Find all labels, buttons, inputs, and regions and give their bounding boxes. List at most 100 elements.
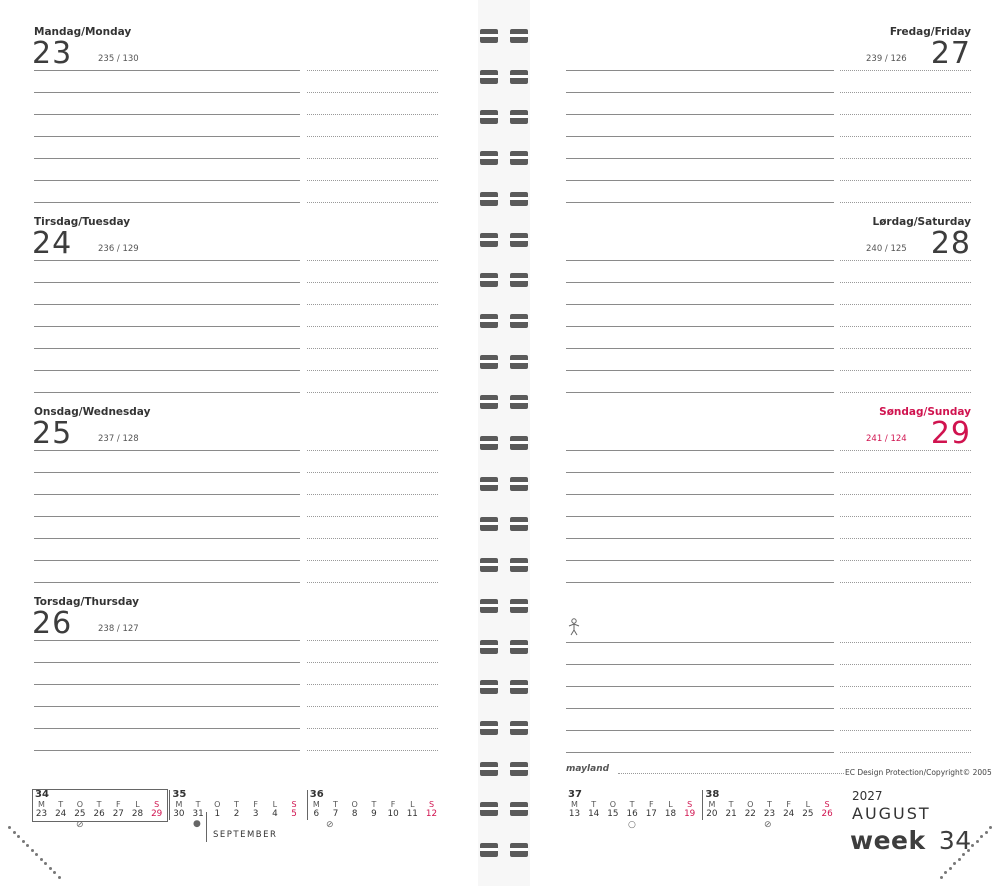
date-cell[interactable]: 15	[607, 809, 619, 819]
writing-line[interactable]	[34, 70, 300, 71]
date-cell[interactable]: 26	[93, 809, 105, 819]
date-cell[interactable]: 18	[664, 809, 677, 819]
writing-line[interactable]	[34, 516, 300, 517]
note-line[interactable]	[840, 708, 971, 709]
note-line[interactable]	[840, 582, 971, 583]
note-line[interactable]	[840, 494, 971, 495]
note-line[interactable]	[840, 472, 971, 473]
note-line[interactable]	[840, 560, 971, 561]
writing-line[interactable]	[566, 348, 834, 349]
date-cell[interactable]: 31	[192, 809, 204, 819]
writing-line[interactable]	[34, 640, 300, 641]
writing-line[interactable]	[566, 260, 834, 261]
writing-line[interactable]	[566, 158, 834, 159]
date-cell[interactable]: 17	[645, 809, 657, 819]
note-line[interactable]	[840, 450, 971, 451]
writing-line[interactable]	[566, 686, 834, 687]
date-cell[interactable]: 21	[725, 809, 737, 819]
writing-line[interactable]	[566, 642, 834, 643]
note-line[interactable]	[307, 472, 438, 473]
writing-line[interactable]	[34, 450, 300, 451]
date-cell[interactable]: 26	[821, 809, 833, 819]
writing-line[interactable]	[566, 472, 834, 473]
date-cell[interactable]: 13	[568, 809, 581, 819]
writing-line[interactable]	[34, 560, 300, 561]
note-line[interactable]	[840, 180, 971, 181]
date-cell[interactable]: 28	[131, 809, 144, 819]
writing-line[interactable]	[566, 282, 834, 283]
note-line[interactable]	[840, 516, 971, 517]
note-line[interactable]	[840, 392, 971, 393]
date-cell[interactable]: 14	[588, 809, 600, 819]
date-cell[interactable]: 5	[291, 809, 297, 819]
date-cell[interactable]: 7	[332, 809, 339, 819]
date-cell[interactable]: 20	[706, 809, 718, 819]
note-line[interactable]	[307, 560, 438, 561]
writing-line[interactable]	[566, 752, 834, 753]
note-line[interactable]	[307, 70, 438, 71]
writing-line[interactable]	[34, 392, 300, 393]
note-line[interactable]	[840, 326, 971, 327]
note-line[interactable]	[840, 260, 971, 261]
date-cell[interactable]: 22	[744, 809, 756, 819]
note-line[interactable]	[840, 114, 971, 115]
writing-line[interactable]	[34, 494, 300, 495]
note-line[interactable]	[840, 664, 971, 665]
note-line[interactable]	[307, 538, 438, 539]
date-cell[interactable]: 4	[272, 809, 278, 819]
note-line[interactable]	[840, 370, 971, 371]
writing-line[interactable]	[34, 706, 300, 707]
writing-line[interactable]	[566, 114, 834, 115]
writing-line[interactable]	[34, 348, 300, 349]
date-cell[interactable]: 23	[35, 809, 48, 819]
note-line[interactable]	[307, 136, 438, 137]
date-cell[interactable]: 10	[387, 809, 399, 819]
date-cell[interactable]: 24	[783, 809, 795, 819]
writing-line[interactable]	[34, 304, 300, 305]
note-line[interactable]	[840, 158, 971, 159]
note-line[interactable]	[307, 706, 438, 707]
date-cell[interactable]: 25	[802, 809, 814, 819]
note-line[interactable]	[307, 684, 438, 685]
writing-line[interactable]	[566, 582, 834, 583]
note-line[interactable]	[840, 282, 971, 283]
date-cell[interactable]: 19	[684, 809, 696, 819]
date-cell[interactable]: 1	[214, 809, 221, 819]
writing-line[interactable]	[566, 538, 834, 539]
note-line[interactable]	[840, 686, 971, 687]
writing-line[interactable]	[34, 136, 300, 137]
note-line[interactable]	[307, 494, 438, 495]
writing-line[interactable]	[566, 708, 834, 709]
writing-line[interactable]	[34, 662, 300, 663]
note-line[interactable]	[307, 158, 438, 159]
note-line[interactable]	[307, 582, 438, 583]
date-cell[interactable]: 27	[112, 809, 124, 819]
writing-line[interactable]	[566, 516, 834, 517]
writing-line[interactable]	[34, 472, 300, 473]
writing-line[interactable]	[566, 70, 834, 71]
writing-line[interactable]	[34, 202, 300, 203]
writing-line[interactable]	[566, 326, 834, 327]
writing-line[interactable]	[566, 304, 834, 305]
writing-line[interactable]	[34, 728, 300, 729]
writing-line[interactable]	[34, 326, 300, 327]
note-line[interactable]	[307, 662, 438, 663]
writing-line[interactable]	[566, 730, 834, 731]
writing-line[interactable]	[34, 180, 300, 181]
writing-line[interactable]	[566, 392, 834, 393]
note-line[interactable]	[307, 260, 438, 261]
writing-line[interactable]	[566, 560, 834, 561]
note-line[interactable]	[307, 640, 438, 641]
writing-line[interactable]	[34, 370, 300, 371]
note-line[interactable]	[307, 304, 438, 305]
writing-line[interactable]	[566, 202, 834, 203]
date-cell[interactable]: 24	[55, 809, 67, 819]
note-line[interactable]	[307, 392, 438, 393]
date-cell[interactable]: 9	[371, 809, 377, 819]
date-cell[interactable]: 16	[626, 809, 638, 819]
note-line[interactable]	[307, 348, 438, 349]
writing-line[interactable]	[566, 92, 834, 93]
note-line[interactable]	[840, 202, 971, 203]
writing-line[interactable]	[566, 180, 834, 181]
date-cell[interactable]: 25	[74, 809, 86, 819]
